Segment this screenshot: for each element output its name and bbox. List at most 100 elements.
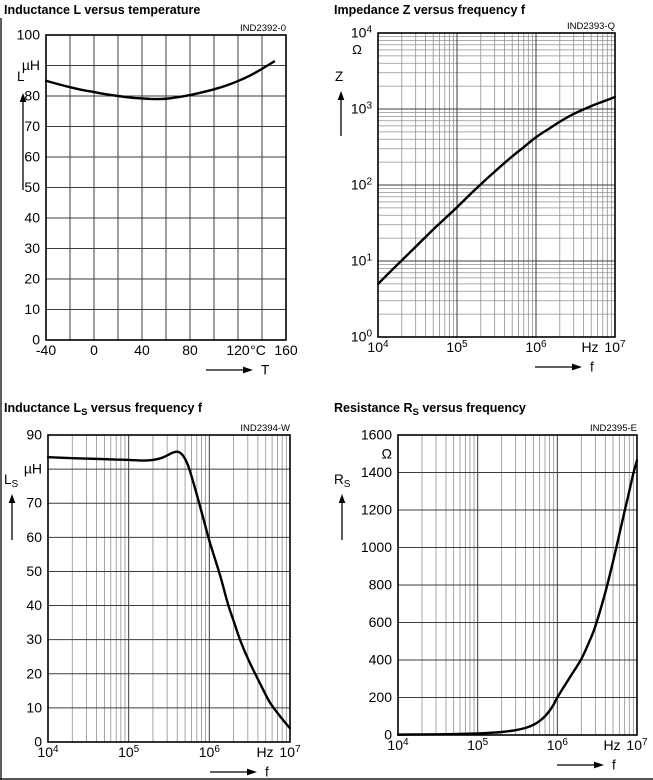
x-axis-arrow-label: f bbox=[590, 360, 594, 375]
chart-code: IND2395-E bbox=[590, 423, 637, 434]
y-tick-label: 200 bbox=[369, 689, 393, 705]
chart-title: Impedance Z versus frequency f bbox=[334, 3, 526, 17]
x-axis-arrow-icon bbox=[535, 363, 582, 371]
y-tick-label: 60 bbox=[24, 149, 40, 165]
y-tick-label: 800 bbox=[369, 577, 393, 593]
y-tick-label: 30 bbox=[26, 631, 42, 647]
y-tick-label: 90 bbox=[26, 427, 42, 443]
x-tick-label: 106 bbox=[525, 339, 547, 355]
plot-frame bbox=[47, 434, 291, 743]
x-tick-label: 40 bbox=[134, 342, 150, 358]
y-tick-label: 50 bbox=[26, 563, 42, 579]
chart-impedance-vs-frequency: Impedance Z versus frequency f IND2393-Q 1… bbox=[334, 3, 626, 375]
y-axis-arrow-icon bbox=[8, 494, 16, 540]
chart-title: Resistance RS versus frequency bbox=[334, 401, 526, 418]
y-tick-label: 30 bbox=[24, 240, 40, 256]
y-tick-label: 50 bbox=[24, 179, 40, 195]
y-tick-label: 100 bbox=[17, 27, 41, 43]
y-tick-label: 0 bbox=[34, 734, 42, 750]
curve bbox=[397, 459, 638, 736]
y-tick-label: 60 bbox=[26, 529, 42, 545]
y-tick-label: 103 bbox=[351, 101, 373, 117]
chart-code: IND2393-Q bbox=[567, 21, 615, 32]
chart-title: Inductance LS versus frequency f bbox=[4, 401, 203, 418]
x-tick-label: 104 bbox=[37, 744, 59, 760]
y-axis-arrow-icon bbox=[19, 93, 27, 190]
x-tick-label: 120 bbox=[226, 342, 250, 358]
y-tick-label: 70 bbox=[26, 495, 42, 511]
grid-major bbox=[47, 434, 291, 743]
chart-code: IND2394-W bbox=[240, 423, 290, 434]
grid-minor bbox=[378, 33, 615, 337]
x-unit-label: Hz bbox=[581, 339, 598, 355]
y-unit-label: Ω bbox=[352, 42, 362, 57]
curve bbox=[45, 60, 276, 101]
y-tick-label: 0 bbox=[32, 332, 40, 348]
chart-inductance-ls-vs-frequency: Inductance LS versus frequency f IND2394-… bbox=[4, 401, 301, 780]
y-tick-label: 20 bbox=[26, 665, 42, 681]
y-tick-label: 80 bbox=[24, 88, 40, 104]
y-tick-label: 102 bbox=[351, 177, 373, 193]
y-tick-label: 40 bbox=[24, 210, 40, 226]
y-tick-label: µH bbox=[24, 461, 42, 477]
y-tick-label: Ω bbox=[382, 445, 392, 461]
y-tick-label: 20 bbox=[24, 271, 40, 287]
grid-major bbox=[397, 434, 638, 736]
x-tick-label: 105 bbox=[467, 737, 489, 753]
chart-resistance-rs-vs-frequency: Resistance RS versus frequency IND2395-E 1… bbox=[334, 401, 648, 773]
grid-major bbox=[45, 34, 287, 341]
y-quantity-label: RS bbox=[334, 472, 351, 490]
plot-frame bbox=[45, 34, 287, 341]
x-tick-label: 106 bbox=[547, 737, 569, 753]
x-tick-label: 80 bbox=[182, 342, 198, 358]
y-tick-label: 400 bbox=[369, 652, 393, 668]
y-quantity-label: LS bbox=[4, 472, 19, 490]
y-tick-label: 1600 bbox=[361, 427, 392, 443]
x-tick-label: 106 bbox=[199, 744, 221, 760]
y-tick-label: µH bbox=[22, 57, 40, 73]
x-tick-label: 107 bbox=[279, 744, 301, 760]
x-unit-label: Hz bbox=[603, 737, 620, 753]
x-axis-arrow-icon bbox=[206, 366, 253, 374]
curve bbox=[47, 450, 291, 730]
x-tick-label: 104 bbox=[367, 339, 389, 355]
y-axis-arrow-icon bbox=[338, 494, 346, 540]
y-tick-label: 40 bbox=[26, 597, 42, 613]
plot-frame bbox=[397, 434, 638, 736]
y-tick-label: 1000 bbox=[361, 539, 392, 555]
y-tick-label: 10 bbox=[26, 699, 42, 715]
y-tick-label: 1400 bbox=[361, 464, 392, 480]
x-tick-label: -40 bbox=[36, 342, 56, 358]
x-unit-label: Hz bbox=[256, 744, 273, 760]
x-tick-label: 107 bbox=[626, 737, 648, 753]
y-tick-label: 10 bbox=[24, 301, 40, 317]
chart-inductance-vs-temperature: Inductance L versus temperature IND2392-0… bbox=[4, 3, 298, 378]
x-tick-label: 105 bbox=[446, 339, 468, 355]
y-tick-label: 100 bbox=[351, 329, 373, 345]
x-axis-arrow-label: T bbox=[261, 363, 269, 378]
y-tick-label: 70 bbox=[24, 118, 40, 134]
x-tick-label: 105 bbox=[118, 744, 140, 760]
y-tick-label: 1200 bbox=[361, 502, 392, 518]
x-axis-arrow-label: f bbox=[612, 758, 616, 773]
plot-frame bbox=[377, 32, 616, 338]
x-axis-arrow-label: f bbox=[265, 765, 269, 780]
y-tick-label: 104 bbox=[351, 25, 373, 41]
chart-title: Inductance L versus temperature bbox=[4, 3, 200, 17]
curve bbox=[377, 95, 616, 286]
grid-minor bbox=[71, 435, 287, 742]
x-axis-arrow-icon bbox=[210, 768, 257, 776]
y-tick-label: 600 bbox=[369, 614, 393, 630]
x-tick-label: 104 bbox=[387, 737, 409, 753]
y-axis-arrow-icon bbox=[337, 91, 345, 136]
y-quantity-label: Z bbox=[335, 69, 343, 84]
x-axis-arrow-icon bbox=[557, 761, 604, 769]
y-quantity-label: L bbox=[17, 69, 25, 84]
x-tick-label: 0 bbox=[90, 342, 98, 358]
chart-code: IND2392-0 bbox=[240, 23, 286, 34]
x-tick-label: 160 bbox=[274, 342, 298, 358]
y-tick-label: 101 bbox=[351, 253, 373, 269]
y-tick-label: 0 bbox=[384, 727, 392, 743]
x-tick-label: 107 bbox=[604, 339, 626, 355]
